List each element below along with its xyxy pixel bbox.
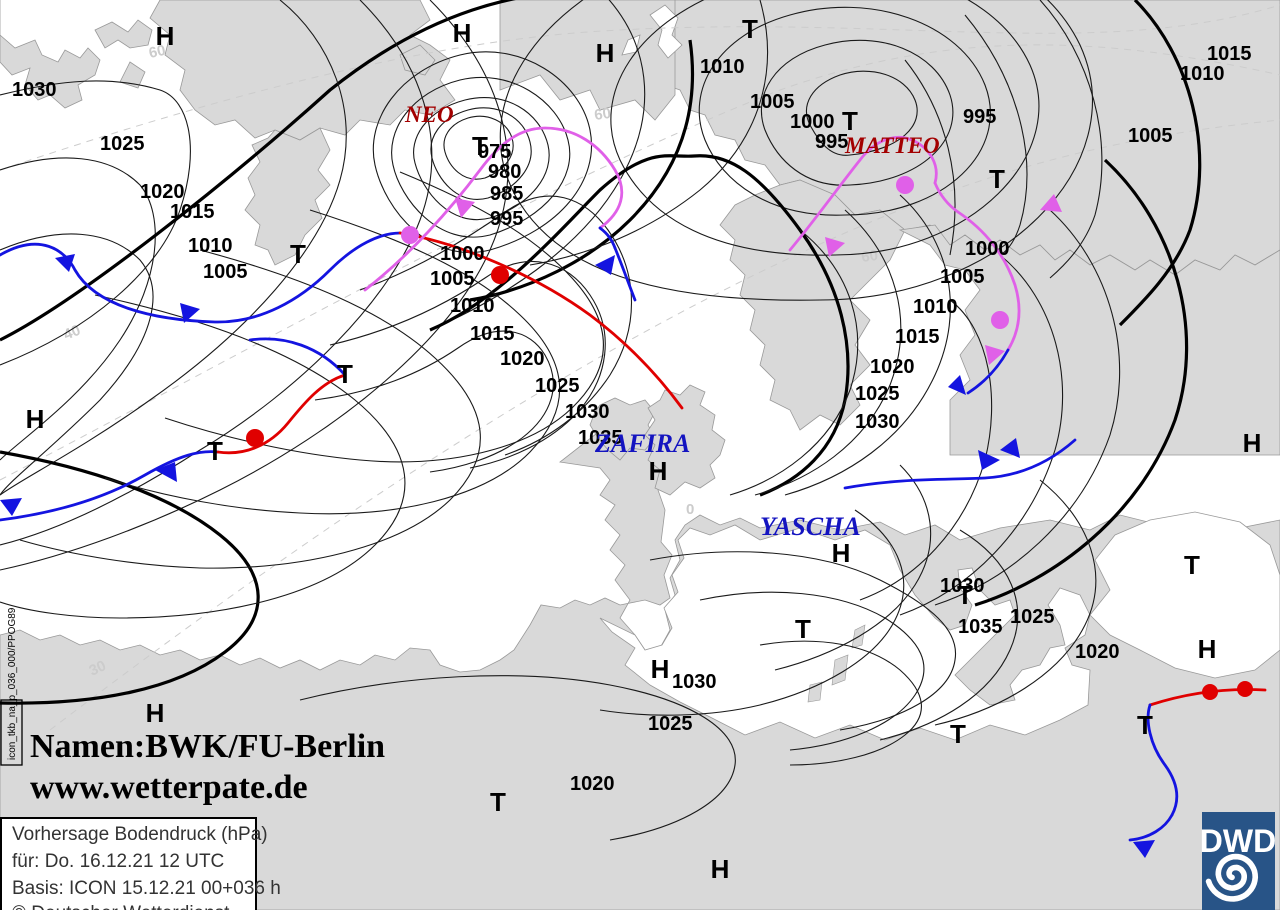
svg-text:T: T xyxy=(950,719,966,749)
svg-text:995: 995 xyxy=(963,106,996,128)
svg-text:980: 980 xyxy=(488,161,521,183)
svg-text:NEO: NEO xyxy=(404,102,454,127)
svg-text:T: T xyxy=(490,787,506,817)
svg-text:T: T xyxy=(1137,710,1153,740)
svg-text:T: T xyxy=(795,614,811,644)
svg-text:1010: 1010 xyxy=(700,56,745,78)
svg-text:985: 985 xyxy=(490,183,523,205)
svg-text:1030: 1030 xyxy=(940,575,985,597)
svg-text:60: 60 xyxy=(593,105,612,124)
svg-text:1010: 1010 xyxy=(188,235,233,257)
svg-text:icon_tkb_na_p_036_000/PPOG89: icon_tkb_na_p_036_000/PPOG89 xyxy=(7,607,18,760)
svg-text:1010: 1010 xyxy=(913,296,958,318)
svg-text:975: 975 xyxy=(478,141,511,163)
svg-text:1015: 1015 xyxy=(170,201,215,223)
svg-text:1005: 1005 xyxy=(1128,125,1173,147)
svg-text:H: H xyxy=(649,456,668,486)
svg-text:www.wetterpate.de: www.wetterpate.de xyxy=(30,769,308,806)
svg-text:Basis: ICON 15.12.21 00+036 h: Basis: ICON 15.12.21 00+036 h xyxy=(12,878,281,899)
svg-text:H: H xyxy=(1198,634,1217,664)
svg-text:1025: 1025 xyxy=(648,713,693,735)
svg-text:1005: 1005 xyxy=(203,261,248,283)
svg-text:1010: 1010 xyxy=(450,295,495,317)
svg-text:Vorhersage Bodendruck (hPa): Vorhersage Bodendruck (hPa) xyxy=(12,824,268,845)
svg-text:995: 995 xyxy=(490,208,523,230)
svg-text:MATTEO: MATTEO xyxy=(844,133,940,158)
svg-text:H: H xyxy=(453,18,472,48)
svg-text:1025: 1025 xyxy=(100,133,145,155)
svg-text:YASCHA: YASCHA xyxy=(760,512,861,541)
svg-text:1015: 1015 xyxy=(1207,43,1252,65)
svg-text:H: H xyxy=(596,38,615,68)
svg-text:1025: 1025 xyxy=(855,383,900,405)
svg-text:H: H xyxy=(26,404,45,434)
svg-text:T: T xyxy=(207,436,223,466)
svg-text:H: H xyxy=(1243,428,1262,458)
svg-text:1015: 1015 xyxy=(895,326,940,348)
svg-text:Namen:BWK/FU-Berlin: Namen:BWK/FU-Berlin xyxy=(30,728,385,765)
svg-text:1020: 1020 xyxy=(1075,641,1120,663)
svg-text:1020: 1020 xyxy=(500,348,545,370)
svg-text:1000: 1000 xyxy=(790,111,835,133)
svg-text:1020: 1020 xyxy=(570,773,615,795)
svg-text:1000: 1000 xyxy=(440,243,485,265)
svg-text:1015: 1015 xyxy=(470,323,515,345)
svg-text:T: T xyxy=(989,164,1005,194)
svg-text:H: H xyxy=(832,538,851,568)
svg-text:1035: 1035 xyxy=(958,616,1003,638)
svg-text:1030: 1030 xyxy=(565,401,610,423)
svg-text:1005: 1005 xyxy=(430,268,475,290)
svg-text:1005: 1005 xyxy=(750,91,795,113)
svg-text:© Deutscher Wetterdienst: © Deutscher Wetterdienst xyxy=(12,903,230,910)
svg-text:T: T xyxy=(1184,550,1200,580)
svg-text:H: H xyxy=(156,21,175,51)
svg-text:1030: 1030 xyxy=(12,79,57,101)
svg-text:H: H xyxy=(146,698,165,728)
svg-text:60: 60 xyxy=(860,247,879,266)
svg-text:1020: 1020 xyxy=(140,181,185,203)
svg-text:1030: 1030 xyxy=(855,411,900,433)
svg-text:1025: 1025 xyxy=(535,375,580,397)
svg-text:1025: 1025 xyxy=(1010,606,1055,628)
svg-text:T: T xyxy=(290,239,306,269)
svg-text:1030: 1030 xyxy=(672,671,717,693)
svg-text:1005: 1005 xyxy=(940,266,985,288)
svg-text:1010: 1010 xyxy=(1180,63,1225,85)
svg-text:1020: 1020 xyxy=(870,356,915,378)
svg-text:995: 995 xyxy=(815,131,848,153)
svg-text:1000: 1000 xyxy=(965,238,1010,260)
svg-text:H: H xyxy=(711,854,730,884)
svg-text:für: Do. 16.12.21 12 UTC: für: Do. 16.12.21 12 UTC xyxy=(12,851,224,872)
svg-text:ZAFIRA: ZAFIRA xyxy=(594,429,690,458)
svg-text:T: T xyxy=(742,14,758,44)
svg-text:0: 0 xyxy=(686,501,694,518)
svg-text:DWD: DWD xyxy=(1200,823,1276,859)
svg-text:H: H xyxy=(651,654,670,684)
svg-text:T: T xyxy=(337,359,353,389)
